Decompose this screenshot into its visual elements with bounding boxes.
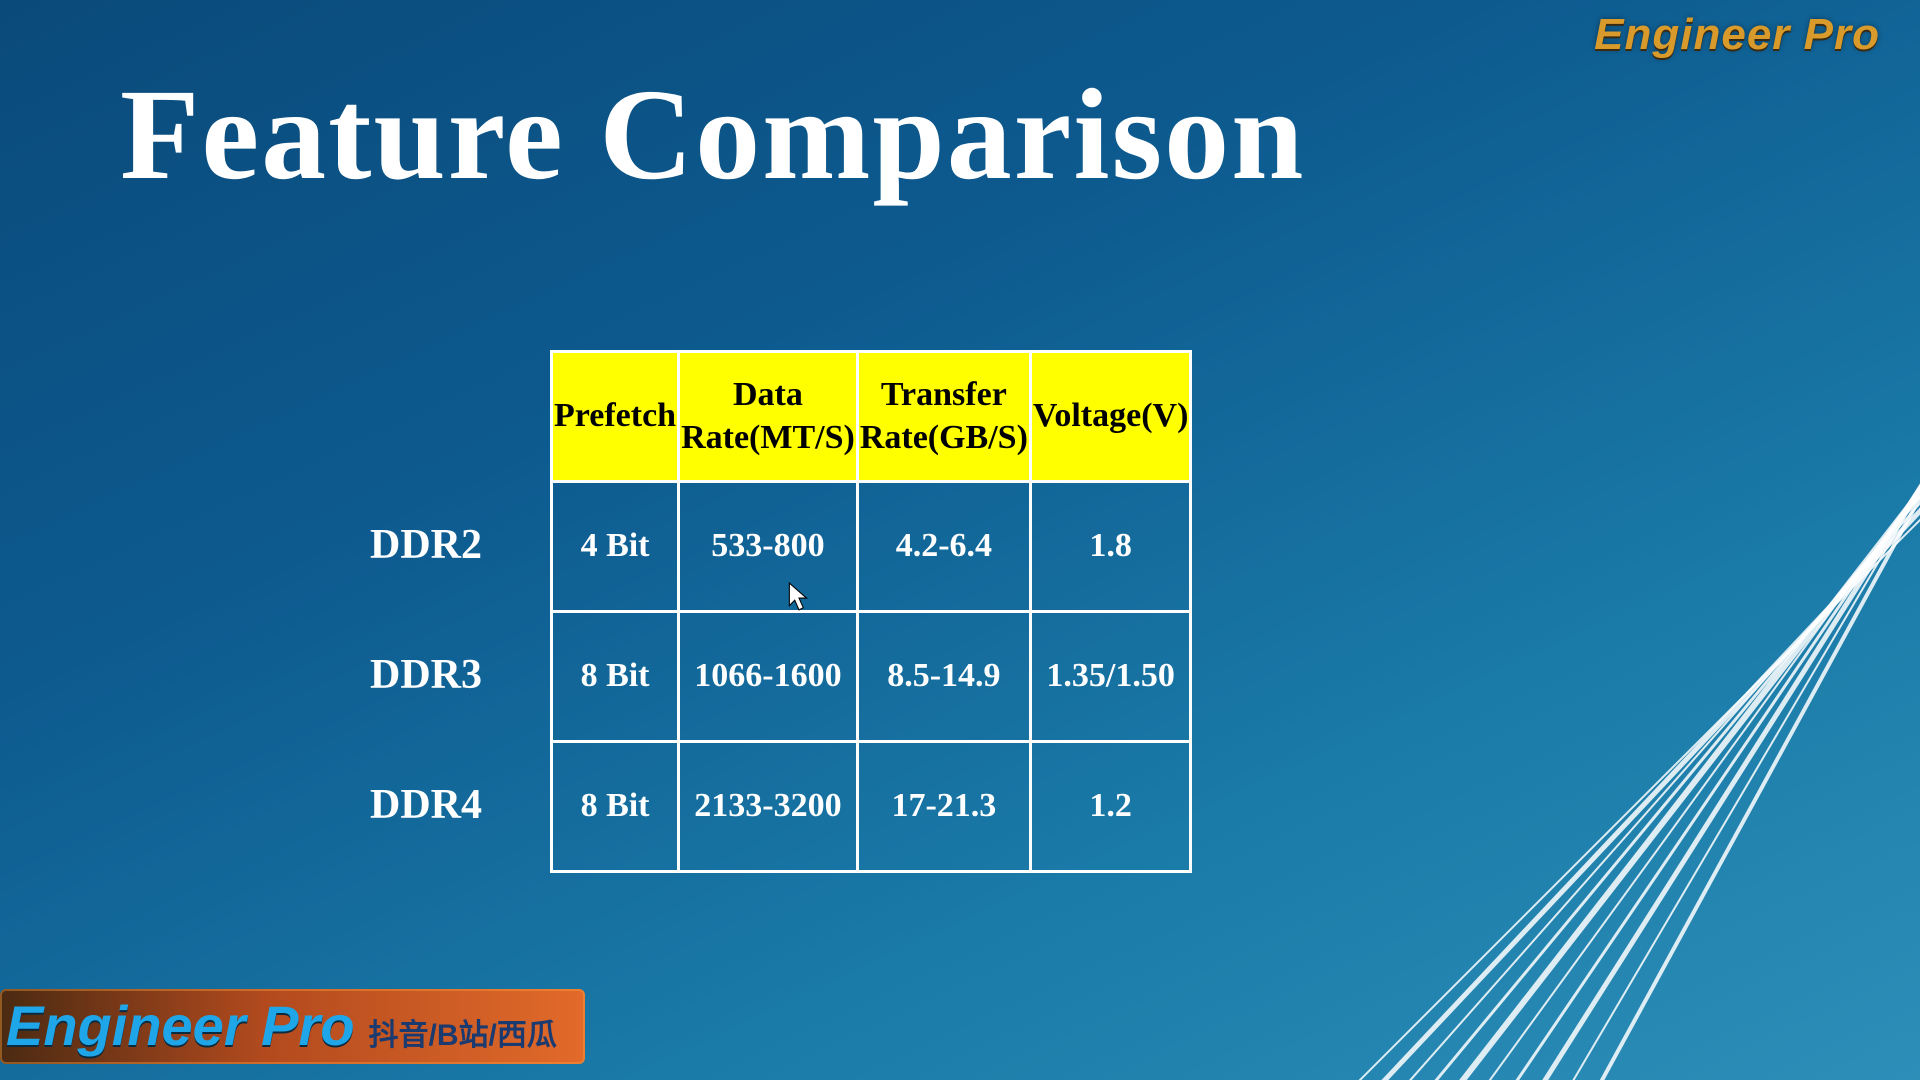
table-cell: 17-21.3 [857, 742, 1030, 872]
table-cell: 1.2 [1030, 742, 1191, 872]
row-labels: DDR2DDR3DDR4 [370, 480, 550, 870]
row-label: DDR3 [370, 610, 550, 740]
brand-banner-bottom: Engineer Pro 抖音/B站/西瓜 [0, 989, 585, 1064]
table-header-cell: Voltage(V) [1030, 352, 1191, 482]
table-cell: 533-800 [679, 482, 858, 612]
table-header-cell: Prefetch [552, 352, 679, 482]
row-label: DDR4 [370, 740, 550, 870]
table-row: 8 Bit2133-320017-21.31.2 [552, 742, 1191, 872]
table-body: 4 Bit533-8004.2-6.41.88 Bit1066-16008.5-… [552, 482, 1191, 872]
comparison-table: PrefetchData Rate(MT/S)Transfer Rate(GB/… [550, 350, 1192, 873]
brand-logo-top: Engineer Pro [1594, 10, 1880, 60]
table-cell: 8.5-14.9 [857, 612, 1030, 742]
table-row: 8 Bit1066-16008.5-14.91.35/1.50 [552, 612, 1191, 742]
table-cell: 1.8 [1030, 482, 1191, 612]
table-header-row: PrefetchData Rate(MT/S)Transfer Rate(GB/… [552, 352, 1191, 482]
table-header-cell: Data Rate(MT/S) [679, 352, 858, 482]
page-title: Feature Comparison [120, 60, 1305, 210]
table-cell: 4.2-6.4 [857, 482, 1030, 612]
brand-banner-text: Engineer Pro [6, 993, 355, 1058]
row-label: DDR2 [370, 480, 550, 610]
table-header-cell: Transfer Rate(GB/S) [857, 352, 1030, 482]
table-cell: 4 Bit [552, 482, 679, 612]
table-cell: 8 Bit [552, 612, 679, 742]
slide-root: Feature Comparison Engineer Pro DDR2DDR3… [0, 0, 1920, 1080]
table-cell: 1066-1600 [679, 612, 858, 742]
table-cell: 2133-3200 [679, 742, 858, 872]
table-row: 4 Bit533-8004.2-6.41.8 [552, 482, 1191, 612]
table-cell: 8 Bit [552, 742, 679, 872]
table-cell: 1.35/1.50 [1030, 612, 1191, 742]
brand-banner-sub: 抖音/B站/西瓜 [369, 1010, 557, 1054]
